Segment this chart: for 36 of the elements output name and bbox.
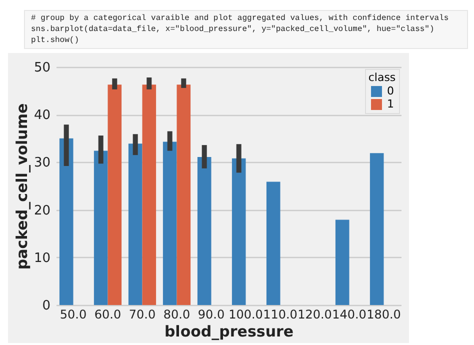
y-tick-label: 40 xyxy=(34,108,50,124)
text: # group by a categorical varaible and plot aggregated values, with confidence intervals xyxy=(31,13,450,24)
text: sns.barplot(data=data_file, x="blood_pressure", y="packed_cell_volume", hue="class") xyxy=(31,24,436,35)
bar xyxy=(370,153,384,305)
bar xyxy=(176,84,191,305)
legend-label: 1 xyxy=(387,98,394,110)
bar xyxy=(59,138,74,305)
legend-label: 0 xyxy=(387,84,394,98)
y-tick-label: 10 xyxy=(34,250,50,266)
x-tick-label: 100.0 xyxy=(228,308,263,322)
y-tick-label: 50 xyxy=(34,60,50,76)
x-axis-title: blood_pressure xyxy=(164,322,294,340)
legend-title: class xyxy=(368,71,396,84)
x-tick-label: 120.0 xyxy=(298,308,332,322)
bar xyxy=(266,182,280,305)
x-tick-label: 180.0 xyxy=(366,308,401,322)
x-tick-label: 90.0 xyxy=(198,308,225,322)
x-tick-label: 80.0 xyxy=(163,308,190,322)
x-tick-label: 110.0 xyxy=(263,308,298,322)
y-tick-label: 30 xyxy=(34,156,50,171)
y-tick-label: 20 xyxy=(34,203,50,218)
x-tick-label: 60.0 xyxy=(94,308,122,322)
y-axis-title: packed_cell_volume xyxy=(12,103,31,270)
y-tick-label: 0 xyxy=(42,298,50,314)
bar xyxy=(108,84,122,305)
bar xyxy=(142,84,156,305)
x-tick-label: 50.0 xyxy=(60,308,87,322)
bar xyxy=(335,220,350,305)
bar xyxy=(162,142,177,305)
bar xyxy=(232,158,246,305)
bar xyxy=(197,156,212,305)
bar xyxy=(128,144,142,305)
bar xyxy=(94,150,108,305)
x-tick-label: 140.0 xyxy=(332,308,366,322)
text: plt.show() xyxy=(31,35,80,46)
x-tick-label: 70.0 xyxy=(128,308,156,322)
